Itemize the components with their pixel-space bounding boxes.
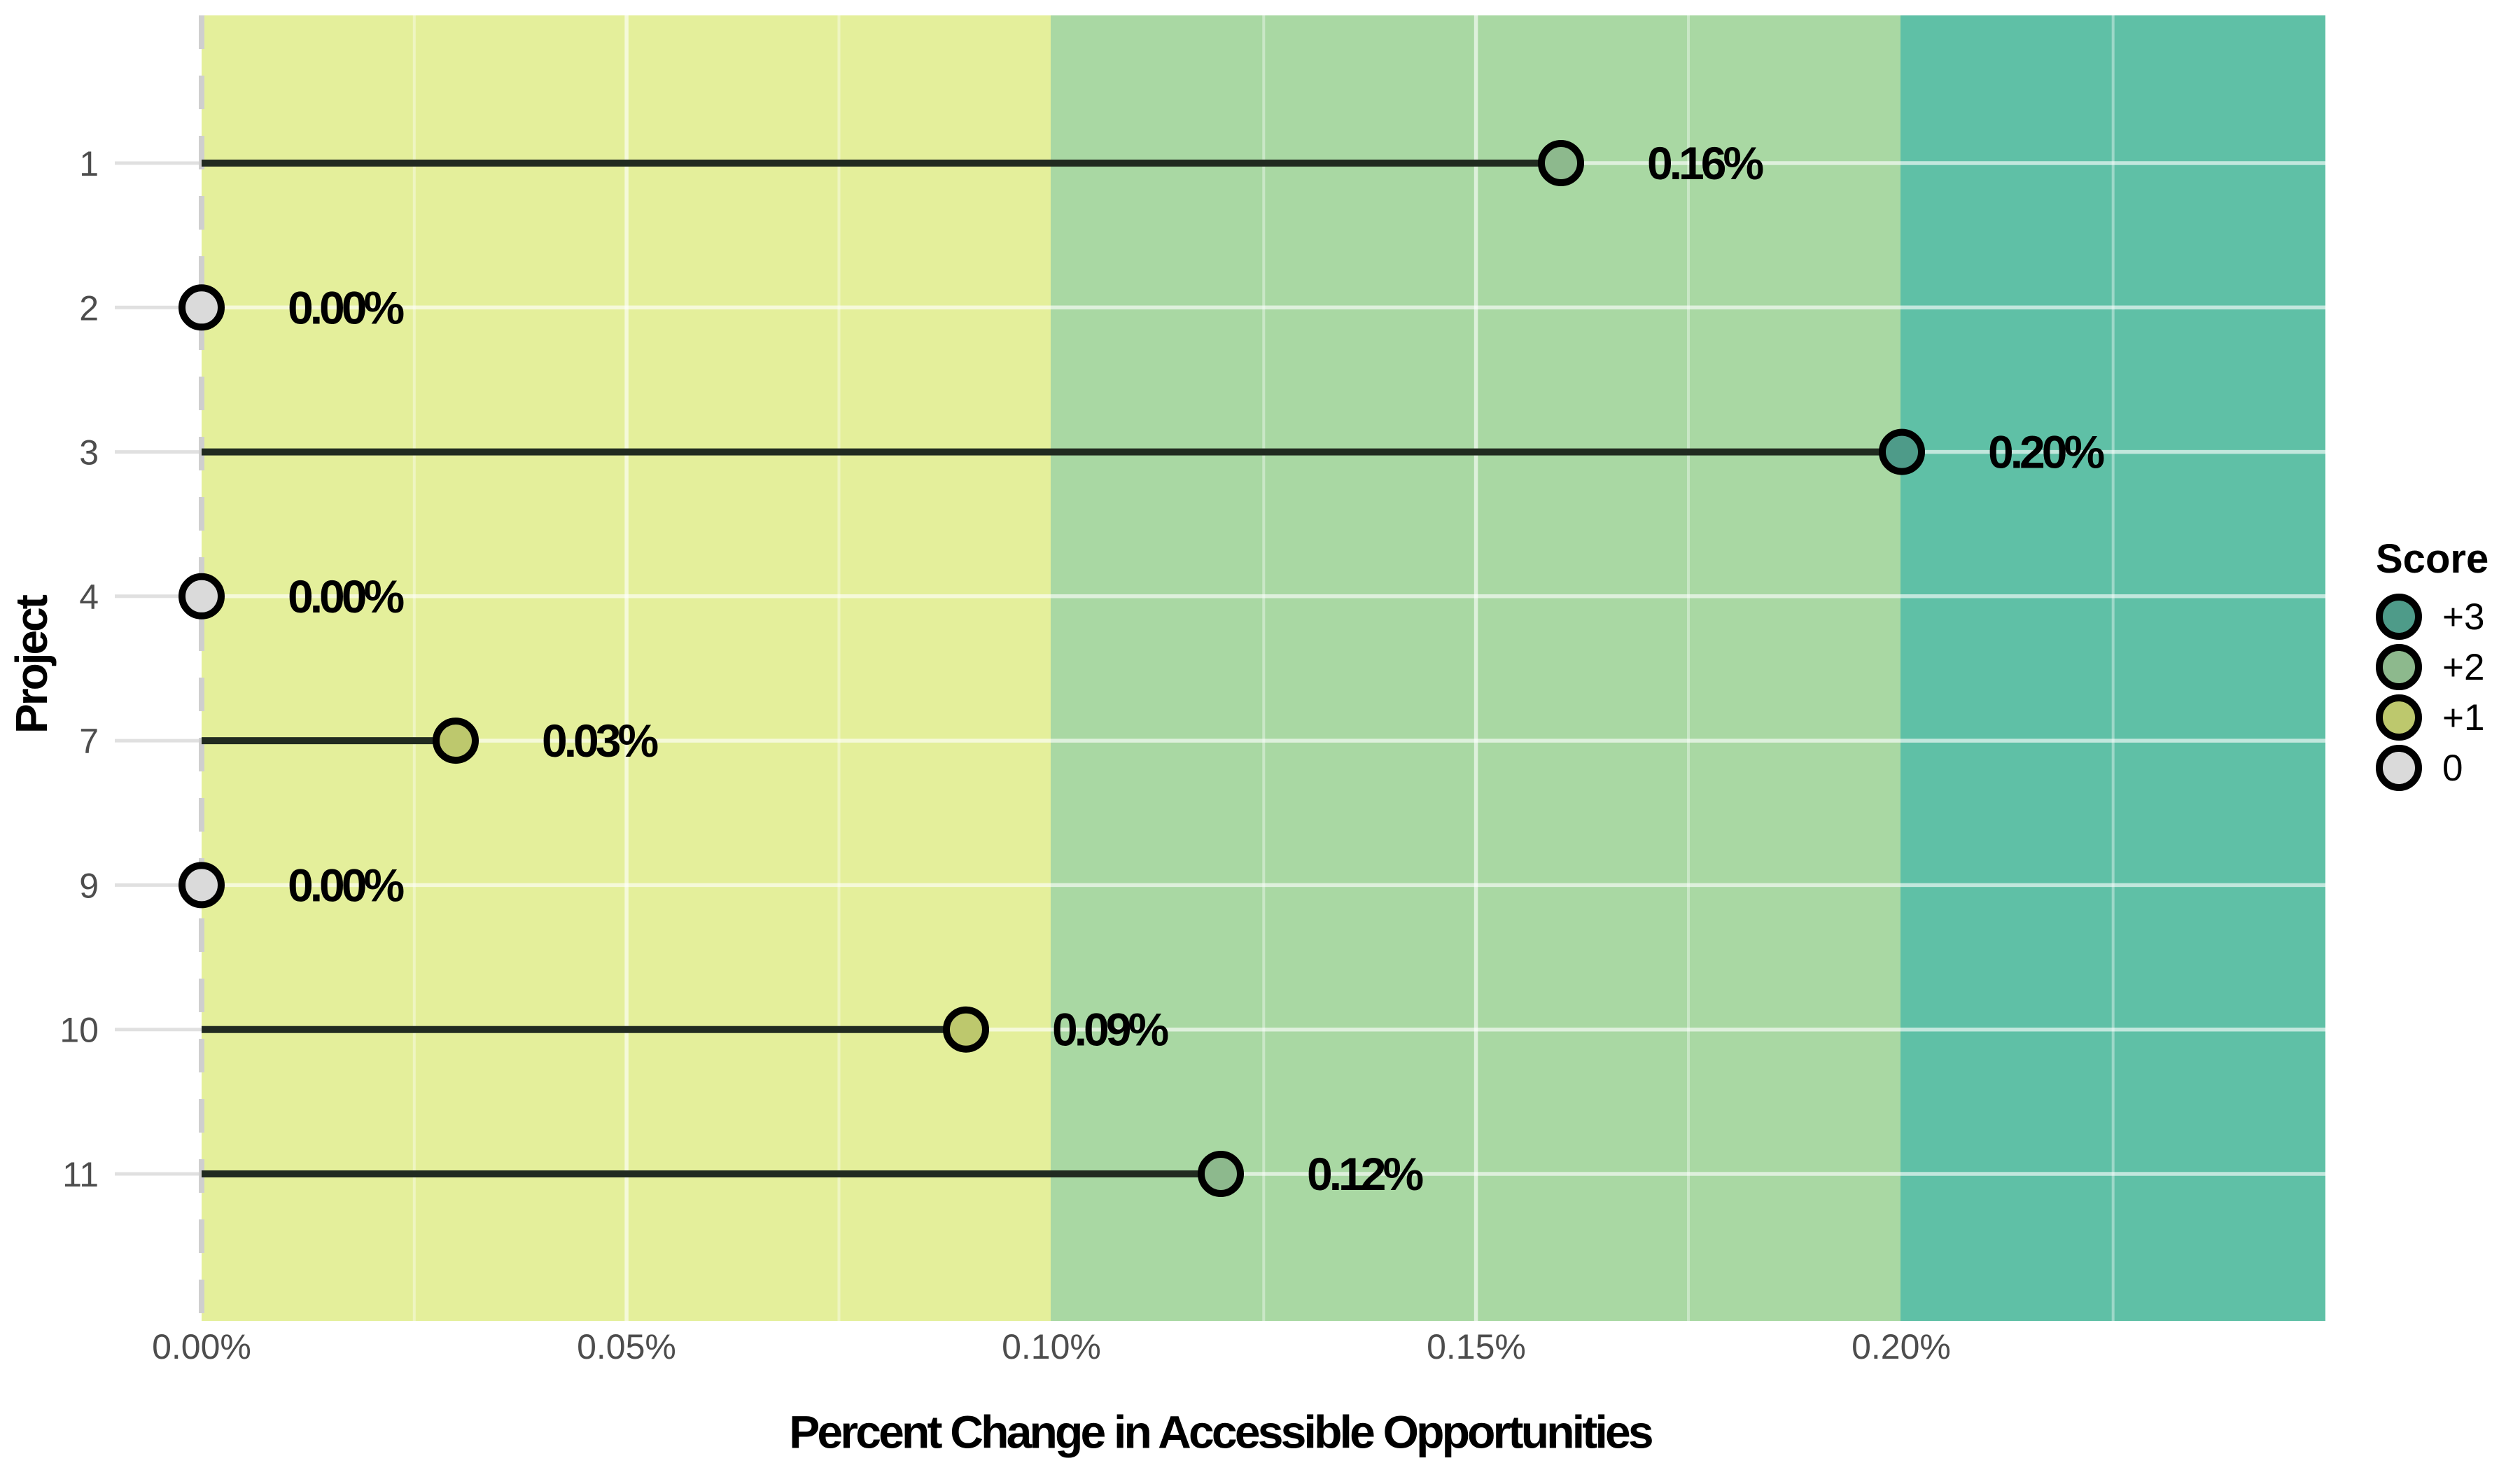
svg-text:0.05%: 0.05% [577, 1327, 676, 1366]
svg-text:11: 11 [62, 1155, 99, 1194]
svg-text:10: 10 [59, 1011, 99, 1050]
svg-text:0.00%: 0.00% [288, 570, 403, 622]
svg-text:1: 1 [79, 144, 99, 183]
svg-text:0.16%: 0.16% [1647, 137, 1763, 189]
svg-text:4: 4 [79, 578, 99, 617]
svg-text:0.09%: 0.09% [1052, 1004, 1168, 1056]
svg-text:0.20%: 0.20% [1851, 1327, 1951, 1366]
svg-text:2: 2 [79, 288, 99, 328]
svg-text:+3: +3 [2442, 596, 2484, 638]
svg-text:Percent Change in Accessible O: Percent Change in Accessible Opportuniti… [789, 1406, 1652, 1458]
svg-text:0.12%: 0.12% [1307, 1148, 1422, 1200]
svg-text:0.20%: 0.20% [1988, 426, 2104, 478]
svg-text:+2: +2 [2442, 647, 2484, 688]
svg-text:0: 0 [2442, 748, 2463, 789]
svg-text:3: 3 [79, 433, 99, 472]
svg-text:9: 9 [79, 866, 99, 905]
svg-text:0.15%: 0.15% [1427, 1327, 1526, 1366]
svg-text:Score: Score [2376, 536, 2488, 582]
svg-text:0.00%: 0.00% [288, 281, 403, 333]
svg-text:0.10%: 0.10% [1002, 1327, 1101, 1366]
svg-text:0.00%: 0.00% [288, 859, 403, 911]
svg-text:0.03%: 0.03% [542, 715, 657, 766]
svg-text:7: 7 [79, 722, 99, 761]
svg-text:+1: +1 [2442, 697, 2484, 738]
svg-text:0.00%: 0.00% [152, 1327, 251, 1366]
svg-text:Project: Project [6, 594, 57, 734]
